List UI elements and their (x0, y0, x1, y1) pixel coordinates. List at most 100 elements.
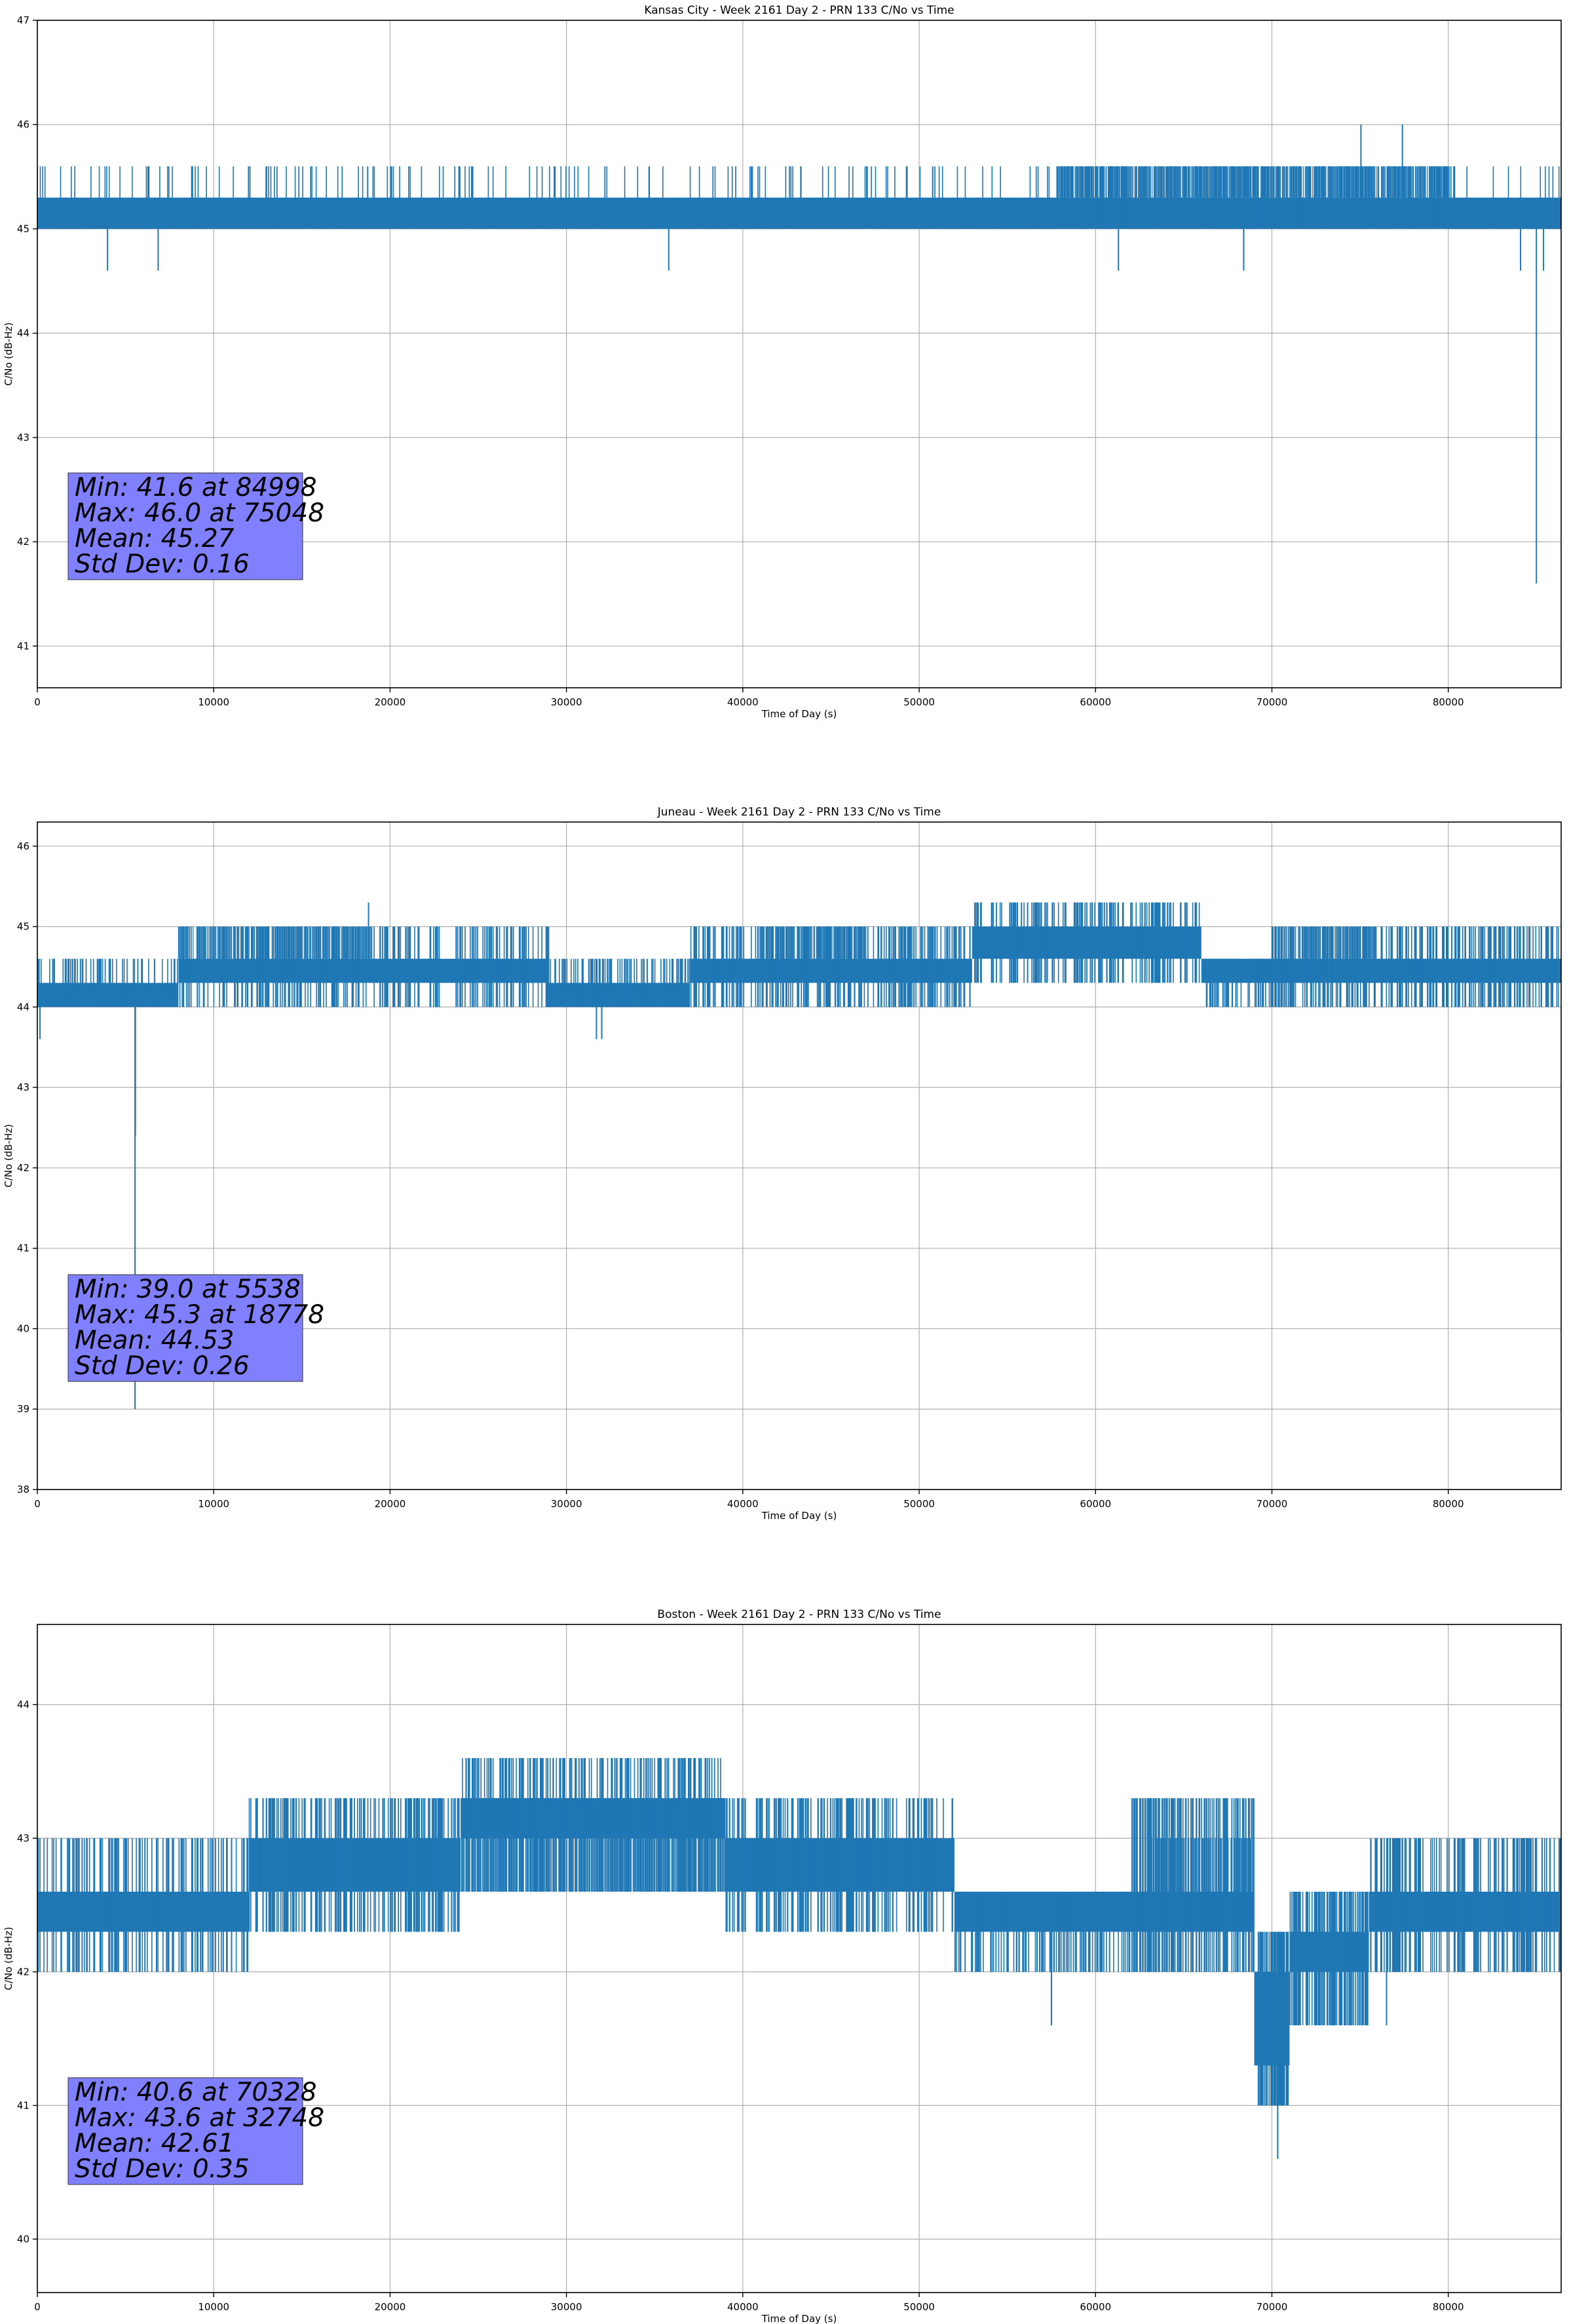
y-tick-label: 47 (17, 14, 29, 26)
series-fluctuations (974, 902, 1200, 983)
x-tick-label: 60000 (1080, 696, 1111, 708)
series-line (37, 1758, 1561, 2159)
y-tick-label: 46 (17, 840, 29, 852)
x-axis-label: Time of Day (s) (761, 708, 837, 720)
x-axis: 0 10000 20000 30000 40000 50000 60000 70000 8000… (34, 1490, 1464, 1510)
series-fluctuations (1289, 1892, 1369, 2025)
series-fluctuations (725, 1798, 953, 1932)
x-axis: 0 10000 20000 30000 40000 50000 60000 70000 8000… (34, 688, 1464, 708)
x-tick-label: 50000 (903, 696, 935, 708)
series-fluctuations (1061, 166, 1449, 198)
gridlines (37, 20, 1561, 688)
stats-box-background (67, 1274, 303, 1382)
x-tick-label: 0 (34, 2301, 41, 2313)
x-tick-label: 50000 (903, 2301, 935, 2313)
y-axis: 38 39 40 41 42 43 44 45 46 (17, 840, 37, 1495)
x-tick-label: 80000 (1433, 2301, 1464, 2313)
stats-line: Max: 46.0 at 75048 (75, 498, 324, 528)
x-tick-label: 60000 (1080, 2301, 1111, 2313)
x-axis-label: Time of Day (s) (761, 2313, 837, 2324)
series-fluctuations (462, 1758, 721, 1892)
stats-line: Max: 45.3 at 18778 (75, 1300, 324, 1330)
y-tick-label: 43 (17, 432, 29, 443)
x-tick-label: 30000 (551, 1498, 582, 1510)
y-tick-label: 46 (17, 119, 29, 130)
gridlines (37, 822, 1561, 1490)
y-axis: 40 41 42 43 44 (17, 1698, 37, 2245)
x-tick-label: 0 (34, 696, 41, 708)
axes-frame (37, 821, 1562, 1490)
y-tick-label: 39 (17, 1403, 29, 1415)
x-tick-label: 20000 (375, 2301, 406, 2313)
series-fluctuations (37, 958, 178, 1007)
x-tick-label: 20000 (375, 696, 406, 708)
y-tick-label: 43 (17, 1832, 29, 1844)
x-tick-label: 10000 (198, 1498, 229, 1510)
x-tick-label: 50000 (903, 1498, 935, 1510)
y-axis-label: C/No (dB-Hz) (3, 1927, 14, 1991)
series-fluctuations (1131, 1798, 1255, 1972)
y-tick-label: 40 (17, 2233, 29, 2245)
stats-line: Min: 39.0 at 5538 (75, 1275, 301, 1304)
x-axis: 0 10000 20000 30000 40000 50000 60000 70000 8000… (34, 2293, 1464, 2313)
stats-line: Max: 43.6 at 32748 (75, 2103, 324, 2133)
x-tick-label: 80000 (1433, 1498, 1464, 1510)
y-axis-label: C/No (dB-Hz) (3, 322, 14, 386)
y-tick-label: 44 (17, 328, 29, 339)
x-tick-label: 30000 (551, 2301, 582, 2313)
x-tick-label: 0 (34, 1498, 41, 1510)
x-tick-label: 10000 (198, 696, 229, 708)
x-tick-label: 80000 (1433, 696, 1464, 708)
chart-panel-2: 0 10000 20000 30000 40000 50000 60000 70000 8000… (3, 806, 1562, 1522)
series-fluctuations (1205, 958, 1272, 1007)
x-tick-label: 70000 (1257, 696, 1288, 708)
x-tick-label: 70000 (1257, 2301, 1288, 2313)
x-tick-label: 20000 (375, 1498, 406, 1510)
stats-line: Mean: 45.27 (75, 524, 235, 553)
chart-title: Kansas City - Week 2161 Day 2 - PRN 133 … (644, 4, 954, 17)
x-tick-label: 40000 (727, 1498, 759, 1510)
stats-line: Std Dev: 0.16 (75, 550, 250, 579)
series-fluctuations (954, 1892, 1131, 1972)
series-line (37, 124, 1561, 584)
x-tick-label: 10000 (198, 2301, 229, 2313)
x-tick-label: 70000 (1257, 1498, 1288, 1510)
x-tick-label: 30000 (551, 696, 582, 708)
series-band (548, 983, 690, 1007)
series-fluctuations (179, 926, 550, 1007)
stats-box-background (67, 472, 303, 580)
x-axis-label: Time of Day (s) (761, 1510, 837, 1522)
stats-box-background (67, 2077, 303, 2185)
series-fluctuations (1271, 926, 1559, 1007)
y-tick-label: 41 (17, 1243, 29, 1254)
series-fluctuations (1370, 1838, 1561, 1972)
y-tick-label: 41 (17, 2099, 29, 2111)
stats-line: Std Dev: 0.35 (75, 2154, 250, 2184)
x-tick-label: 40000 (727, 2301, 759, 2313)
series-fluctuations (550, 958, 690, 1007)
y-tick-label: 38 (17, 1484, 29, 1495)
chart-title: Boston - Week 2161 Day 2 - PRN 133 C/No … (657, 1608, 941, 1621)
y-tick-label: 45 (17, 921, 29, 933)
chart-panel-3: 0 10000 20000 30000 40000 50000 60000 70000 8000… (3, 1608, 1562, 2324)
y-tick-label: 44 (17, 1001, 29, 1013)
axes-frame (37, 20, 1562, 688)
chart-title: Juneau - Week 2161 Day 2 - PRN 133 C/No … (657, 806, 941, 819)
series-fluctuations (1257, 1932, 1289, 2106)
y-tick-label: 45 (17, 223, 29, 234)
y-axis-label: C/No (dB-Hz) (3, 1124, 14, 1188)
stats-line: Std Dev: 0.26 (75, 1351, 250, 1381)
y-tick-label: 42 (17, 1966, 29, 1977)
stats-line: Min: 41.6 at 84998 (75, 473, 317, 502)
y-tick-label: 42 (17, 536, 29, 548)
y-tick-label: 44 (17, 1698, 29, 1710)
y-axis: 41 42 43 44 45 46 47 (17, 14, 37, 652)
x-tick-label: 40000 (727, 696, 759, 708)
series-fluctuations (248, 1798, 460, 1932)
series-fluctuations (690, 926, 971, 1007)
stats-line: Mean: 44.53 (75, 1326, 234, 1355)
x-tick-label: 60000 (1080, 1498, 1111, 1510)
